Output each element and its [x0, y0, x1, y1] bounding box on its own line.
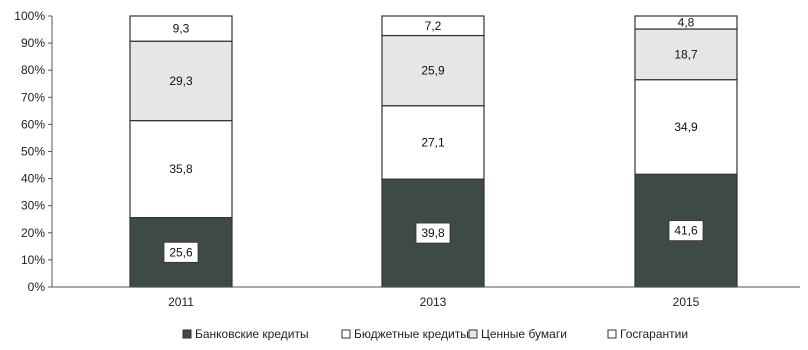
- data-label: 4,8: [678, 16, 695, 30]
- bar-segment: [634, 28, 738, 81]
- data-label: 7,2: [425, 19, 442, 33]
- data-label: 41,6: [674, 224, 698, 238]
- y-tick-label: 80%: [21, 63, 45, 77]
- y-tick-label: 60%: [21, 117, 45, 131]
- bar-segment: [381, 105, 485, 180]
- legend-label: Госгарантии: [620, 327, 688, 341]
- y-tick-label: 70%: [21, 90, 45, 104]
- data-label: 9,3: [173, 22, 190, 36]
- bars: 25,6 35,8 29,3 9,3 39,8 27,1 25,9 7,2 41,6 34,9 18…: [129, 15, 738, 288]
- x-tick-label: 2015: [673, 295, 700, 309]
- x-tick-label: 2013: [420, 295, 447, 309]
- data-label-box: [163, 241, 199, 263]
- y-tick-label: 90%: [21, 36, 45, 50]
- y-tick-label: 40%: [21, 172, 45, 186]
- data-label: 27,1: [421, 135, 445, 149]
- data-label: 34,9: [674, 120, 698, 134]
- data-label: 39,8: [421, 226, 445, 240]
- x-axis: 2011 2013 2015: [52, 286, 800, 309]
- bar-segment: [129, 15, 233, 42]
- bar-segment: [129, 40, 233, 122]
- bar-segment: [381, 15, 485, 37]
- y-axis: 0% 10% 20% 30% 40% 50% 60% 70% 80% 90% 100%: [14, 9, 53, 294]
- y-tick-label: 20%: [21, 226, 45, 240]
- data-label-box: [415, 222, 451, 244]
- data-label: 18,7: [674, 47, 698, 61]
- data-label: 29,3: [169, 74, 193, 88]
- y-tick-label: 50%: [21, 145, 45, 159]
- y-tick-label: 100%: [14, 9, 45, 23]
- legend-label: Бюджетные кредиты: [354, 327, 469, 341]
- legend: Банковские кредиты Бюджетные кредиты Ценны…: [182, 327, 688, 341]
- y-tick-label: 10%: [21, 253, 45, 267]
- legend-swatch: [182, 329, 192, 339]
- legend-label: Ценные бумаги: [481, 327, 567, 341]
- data-label: 35,8: [169, 162, 193, 176]
- bar-segment: [634, 79, 738, 175]
- y-tick-label: 30%: [21, 199, 45, 213]
- bar-segment: [129, 120, 233, 219]
- data-label: 25,6: [169, 245, 193, 259]
- bar-segment: [381, 34, 485, 107]
- legend-swatch: [607, 329, 617, 339]
- x-tick-label: 2011: [168, 295, 194, 309]
- bar-segment: [634, 15, 738, 30]
- data-label-box: [668, 220, 704, 242]
- legend-swatch: [468, 329, 478, 339]
- legend-label: Банковские кредиты: [195, 327, 309, 341]
- legend-swatch: [341, 329, 351, 339]
- y-tick-label: 0%: [28, 280, 46, 294]
- data-label: 25,9: [421, 64, 445, 78]
